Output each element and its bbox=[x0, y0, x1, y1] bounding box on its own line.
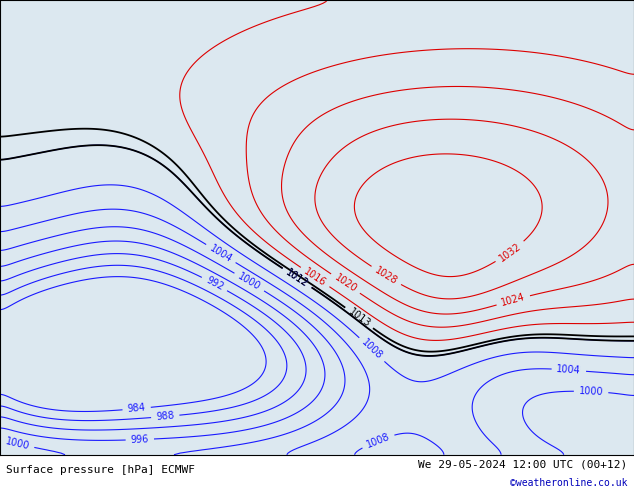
Text: 1000: 1000 bbox=[579, 386, 604, 397]
Text: 1008: 1008 bbox=[365, 432, 391, 450]
Text: 1004: 1004 bbox=[556, 364, 581, 376]
Text: 984: 984 bbox=[127, 403, 146, 415]
Text: Surface pressure [hPa] ECMWF: Surface pressure [hPa] ECMWF bbox=[6, 465, 195, 474]
Text: 996: 996 bbox=[131, 434, 149, 445]
Text: 1012: 1012 bbox=[284, 267, 310, 289]
Text: 992: 992 bbox=[204, 275, 225, 293]
Text: 1032: 1032 bbox=[497, 241, 523, 263]
Text: 988: 988 bbox=[156, 411, 175, 422]
Text: We 29-05-2024 12:00 UTC (00+12): We 29-05-2024 12:00 UTC (00+12) bbox=[418, 460, 628, 469]
Text: 1000: 1000 bbox=[236, 271, 262, 293]
Text: 1028: 1028 bbox=[373, 265, 399, 287]
Text: 1016: 1016 bbox=[302, 266, 328, 288]
Text: ©weatheronline.co.uk: ©weatheronline.co.uk bbox=[510, 478, 628, 488]
Text: 1024: 1024 bbox=[500, 292, 526, 308]
Text: 1000: 1000 bbox=[4, 436, 30, 451]
Text: 1020: 1020 bbox=[332, 272, 358, 294]
Text: 1004: 1004 bbox=[208, 243, 234, 264]
Text: 1013: 1013 bbox=[346, 307, 372, 329]
Text: 1008: 1008 bbox=[359, 338, 384, 362]
Text: 1012: 1012 bbox=[284, 267, 310, 289]
